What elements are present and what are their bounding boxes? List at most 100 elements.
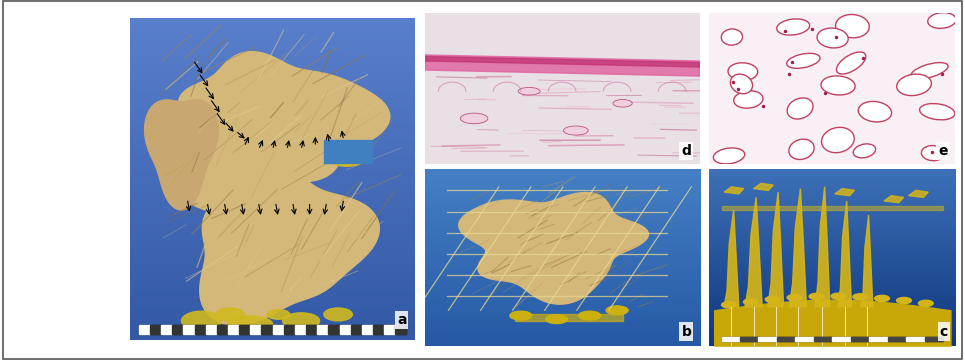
Ellipse shape bbox=[460, 113, 488, 124]
Bar bbox=[295, 325, 306, 334]
Ellipse shape bbox=[853, 144, 875, 158]
Ellipse shape bbox=[821, 127, 854, 153]
Ellipse shape bbox=[216, 308, 244, 321]
Bar bbox=[906, 337, 924, 341]
Ellipse shape bbox=[713, 148, 745, 164]
Bar bbox=[217, 325, 228, 334]
Bar bbox=[384, 325, 396, 334]
Polygon shape bbox=[861, 215, 873, 307]
Bar bbox=[813, 337, 832, 341]
Polygon shape bbox=[754, 183, 773, 190]
Polygon shape bbox=[768, 192, 784, 307]
Ellipse shape bbox=[765, 296, 780, 302]
Ellipse shape bbox=[722, 302, 736, 308]
Ellipse shape bbox=[731, 74, 753, 94]
Ellipse shape bbox=[510, 311, 532, 320]
Bar bbox=[272, 325, 284, 334]
Text: a: a bbox=[397, 313, 406, 327]
Ellipse shape bbox=[821, 76, 855, 95]
Bar bbox=[150, 325, 161, 334]
Bar bbox=[924, 337, 943, 341]
Polygon shape bbox=[145, 100, 218, 210]
Bar bbox=[851, 337, 869, 341]
Polygon shape bbox=[815, 187, 830, 307]
Text: d: d bbox=[681, 144, 691, 158]
Polygon shape bbox=[200, 166, 379, 325]
Ellipse shape bbox=[787, 294, 802, 301]
Ellipse shape bbox=[518, 87, 540, 95]
Ellipse shape bbox=[324, 308, 352, 321]
Ellipse shape bbox=[721, 29, 742, 45]
Ellipse shape bbox=[787, 98, 813, 119]
Ellipse shape bbox=[283, 313, 319, 329]
Polygon shape bbox=[425, 13, 700, 164]
Ellipse shape bbox=[788, 139, 814, 159]
Ellipse shape bbox=[777, 19, 810, 35]
Ellipse shape bbox=[564, 126, 589, 135]
Polygon shape bbox=[515, 314, 622, 321]
Polygon shape bbox=[722, 206, 943, 210]
Polygon shape bbox=[724, 210, 739, 307]
Ellipse shape bbox=[809, 293, 824, 300]
Bar bbox=[195, 325, 206, 334]
Polygon shape bbox=[884, 196, 903, 203]
Ellipse shape bbox=[579, 311, 600, 320]
Bar bbox=[239, 325, 250, 334]
Bar bbox=[758, 337, 777, 341]
Ellipse shape bbox=[853, 294, 868, 300]
Ellipse shape bbox=[874, 295, 890, 301]
Ellipse shape bbox=[227, 316, 272, 332]
Ellipse shape bbox=[545, 315, 567, 324]
Bar bbox=[362, 325, 372, 334]
Ellipse shape bbox=[786, 53, 820, 68]
Ellipse shape bbox=[831, 293, 845, 299]
Bar bbox=[250, 325, 262, 334]
Ellipse shape bbox=[181, 311, 221, 330]
Bar bbox=[832, 337, 851, 341]
Bar bbox=[183, 325, 195, 334]
Bar bbox=[372, 325, 384, 334]
Bar bbox=[722, 337, 740, 341]
Bar bbox=[350, 325, 362, 334]
Bar bbox=[777, 337, 795, 341]
Polygon shape bbox=[724, 187, 744, 194]
Ellipse shape bbox=[896, 74, 931, 96]
Text: e: e bbox=[939, 144, 948, 158]
Polygon shape bbox=[838, 201, 851, 307]
Ellipse shape bbox=[922, 145, 945, 161]
Text: b: b bbox=[681, 325, 691, 338]
Bar bbox=[206, 325, 217, 334]
Bar bbox=[869, 337, 888, 341]
Bar bbox=[228, 325, 239, 334]
Ellipse shape bbox=[728, 63, 758, 80]
Text: c: c bbox=[940, 325, 948, 338]
Polygon shape bbox=[789, 189, 807, 307]
Bar bbox=[795, 337, 813, 341]
Ellipse shape bbox=[817, 28, 848, 48]
Ellipse shape bbox=[837, 52, 866, 74]
Bar bbox=[161, 325, 173, 334]
Ellipse shape bbox=[836, 14, 869, 38]
Polygon shape bbox=[165, 51, 390, 213]
Ellipse shape bbox=[911, 63, 948, 79]
Polygon shape bbox=[745, 197, 762, 307]
Ellipse shape bbox=[858, 102, 892, 122]
Bar bbox=[284, 325, 295, 334]
Bar bbox=[139, 325, 150, 334]
Bar bbox=[888, 337, 906, 341]
Ellipse shape bbox=[920, 104, 954, 120]
Ellipse shape bbox=[927, 13, 956, 28]
Bar bbox=[340, 325, 350, 334]
Bar bbox=[740, 337, 758, 341]
Polygon shape bbox=[425, 57, 700, 67]
Polygon shape bbox=[709, 13, 955, 164]
Bar bbox=[328, 325, 340, 334]
Ellipse shape bbox=[733, 91, 763, 108]
Bar bbox=[317, 325, 328, 334]
Ellipse shape bbox=[267, 310, 290, 319]
Polygon shape bbox=[425, 55, 700, 76]
Ellipse shape bbox=[896, 297, 911, 303]
Bar bbox=[722, 337, 943, 341]
Ellipse shape bbox=[606, 306, 628, 315]
Ellipse shape bbox=[743, 299, 758, 305]
